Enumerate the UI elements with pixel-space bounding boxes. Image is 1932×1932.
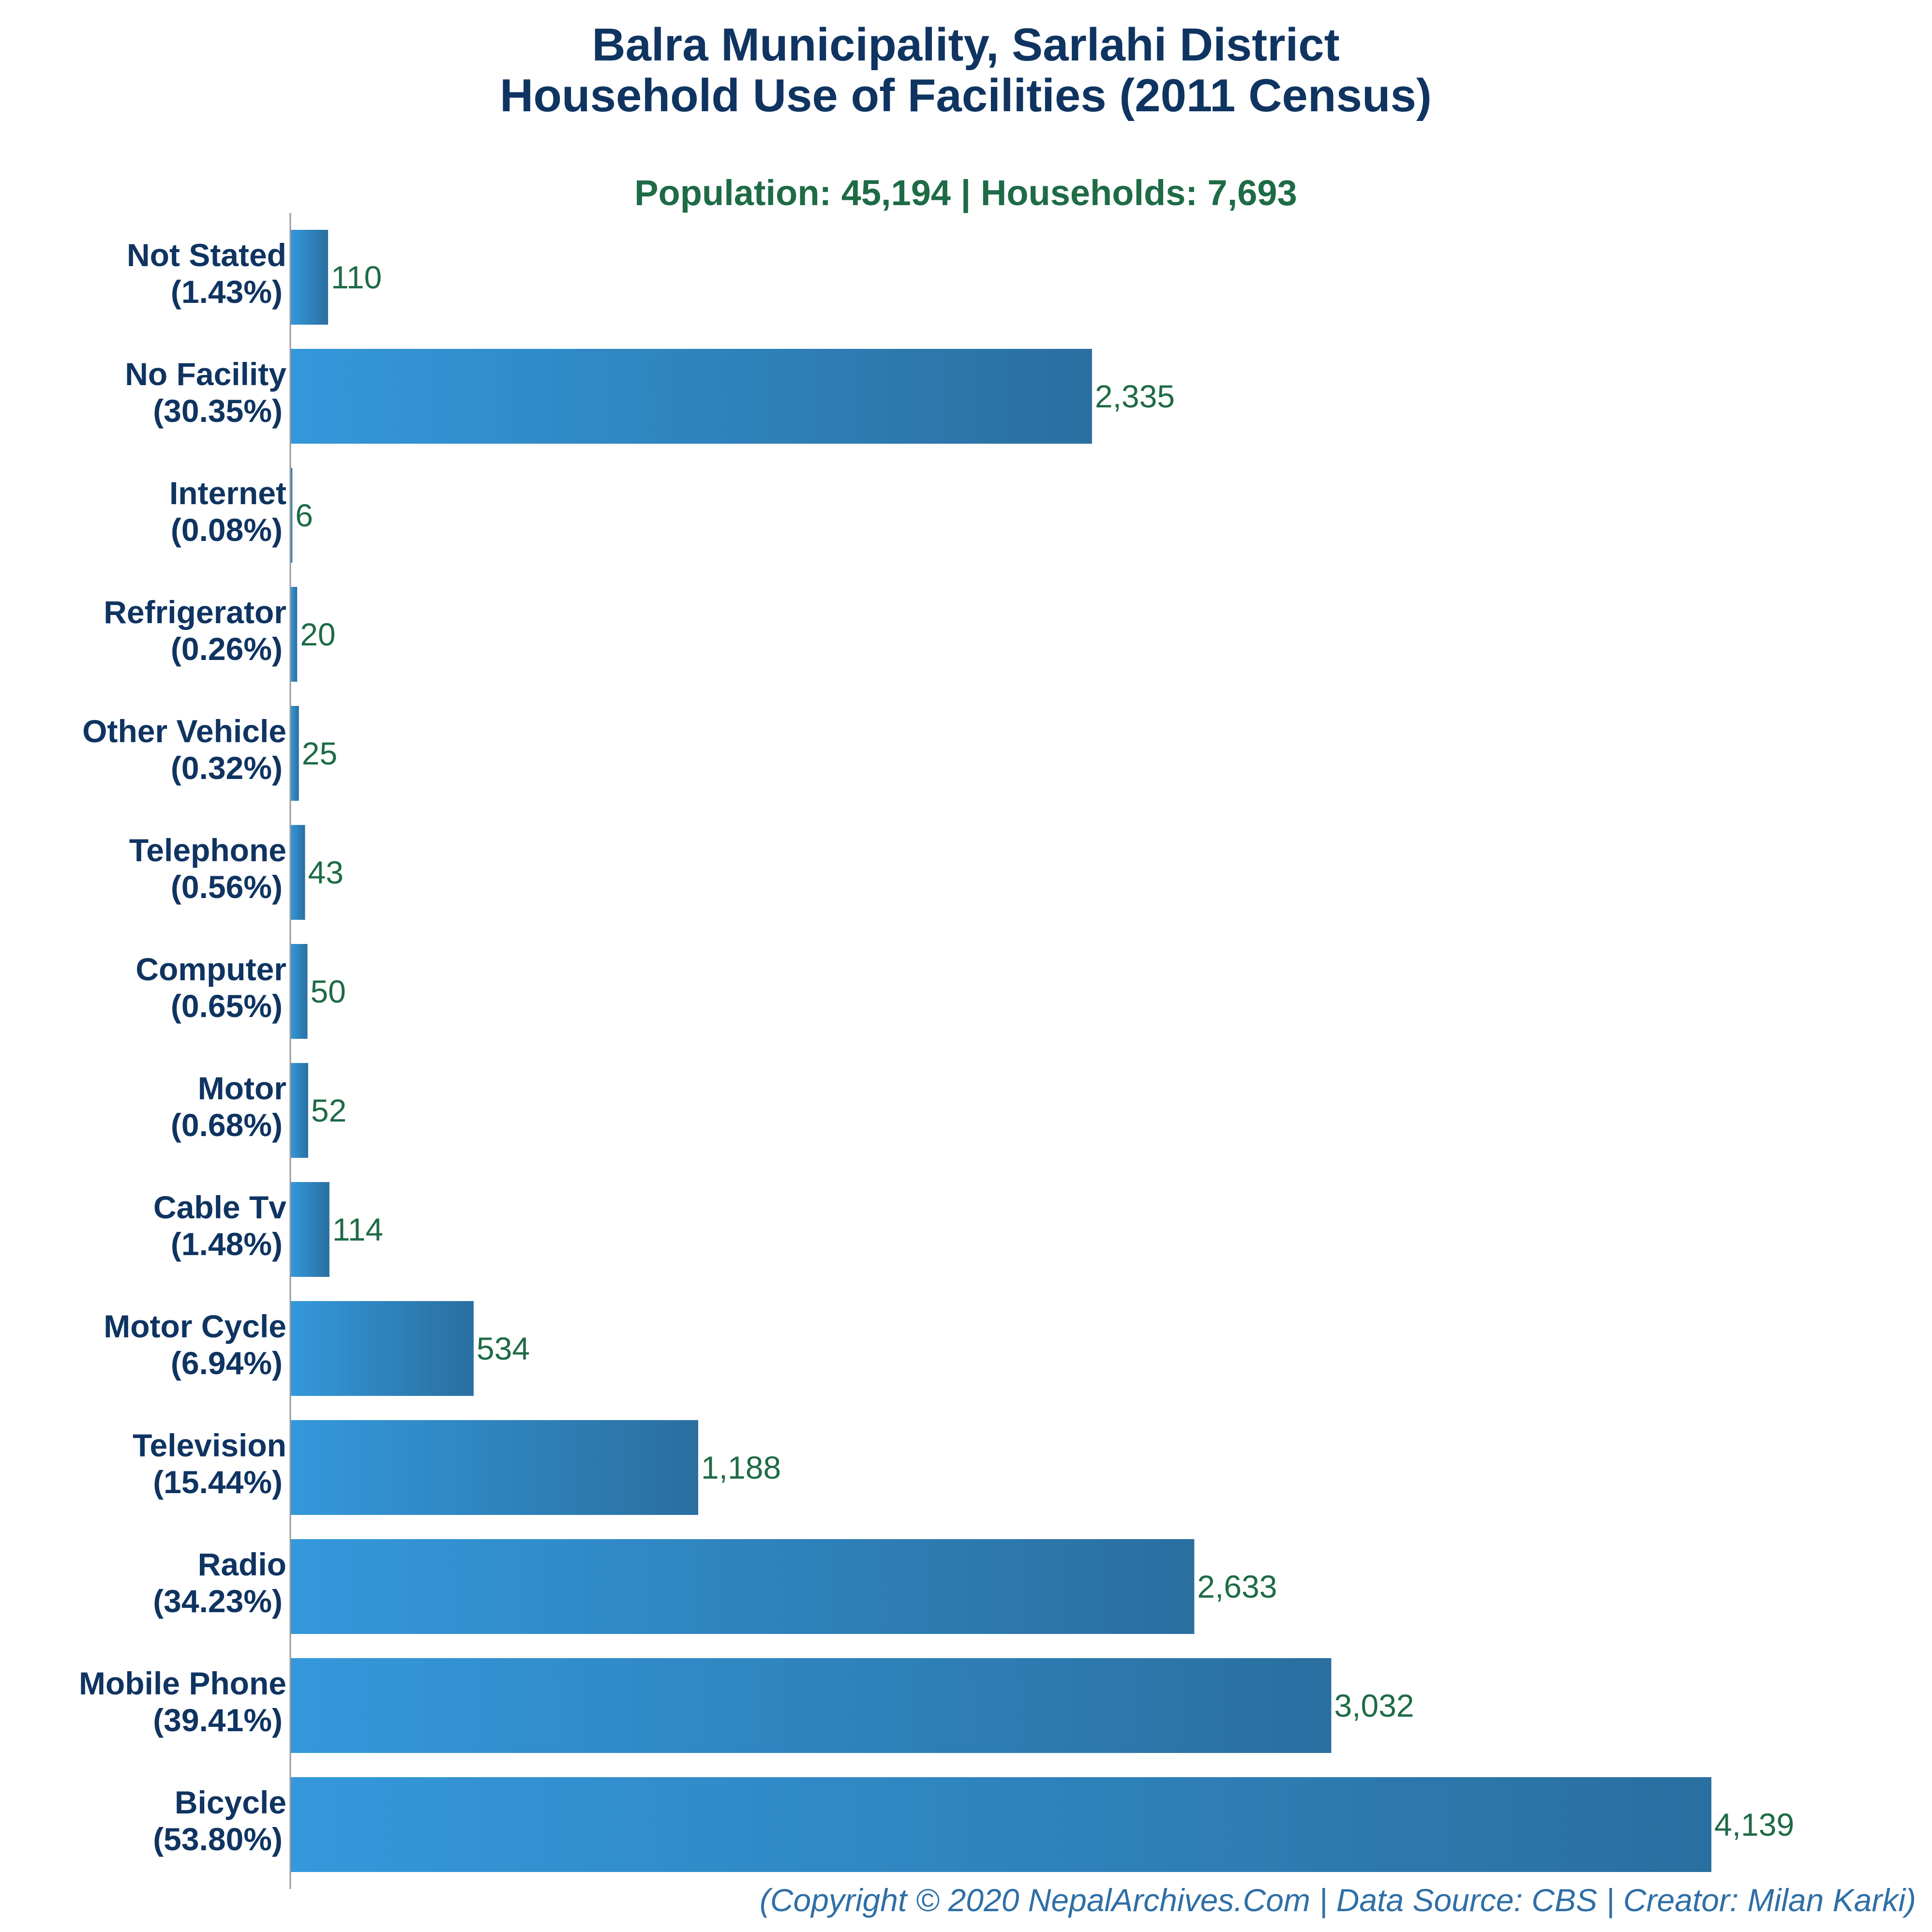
chart-subtitle: Population: 45,194 | Households: 7,693: [634, 173, 1297, 213]
chart-title-line-2: Household Use of Facilities (2011 Census…: [500, 70, 1432, 121]
bar-refrigerator: [290, 587, 298, 682]
category-label: Television: [133, 1427, 286, 1463]
value-label: 3,032: [1334, 1688, 1414, 1723]
category-label: Bicycle: [175, 1784, 286, 1820]
bars-group: 110 Not Stated(1.43%) 2,335 No Facility(30.…: [79, 230, 1794, 1872]
category-label: Motor: [198, 1070, 286, 1106]
value-label: 4,139: [1714, 1807, 1794, 1842]
category-percent-label: (0.32%): [171, 750, 283, 786]
bar-not-stated: [290, 230, 329, 325]
value-label: 114: [332, 1212, 383, 1247]
category-percent-label: (34.23%): [153, 1583, 283, 1619]
bar-motor-cycle: [290, 1301, 474, 1396]
bar-motor: [290, 1063, 308, 1158]
category-label: Radio: [198, 1546, 286, 1582]
bar-no-facility: [290, 349, 1092, 444]
category-label: Mobile Phone: [79, 1665, 286, 1701]
category-label: Telephone: [129, 832, 286, 868]
value-label: 534: [477, 1331, 530, 1366]
bar-radio: [290, 1539, 1195, 1634]
value-label: 1,188: [701, 1450, 781, 1485]
category-percent-label: (30.35%): [153, 393, 283, 429]
category-percent-label: (0.65%): [171, 988, 283, 1024]
bar-other-vehicle: [290, 706, 299, 801]
value-label: 52: [311, 1093, 346, 1128]
value-label: 50: [310, 973, 345, 1009]
value-label: 43: [308, 854, 344, 890]
category-percent-label: (39.41%): [153, 1702, 283, 1738]
value-label: 2,633: [1197, 1569, 1277, 1604]
bar-cable-tv: [290, 1182, 329, 1277]
category-percent-label: (1.43%): [171, 274, 283, 310]
category-label: Not Stated: [127, 237, 286, 273]
category-percent-label: (0.56%): [171, 869, 283, 905]
category-label: Cable Tv: [153, 1189, 286, 1225]
category-label: Refrigerator: [104, 594, 286, 630]
value-label: 6: [295, 497, 313, 533]
category-percent-label: (0.68%): [171, 1107, 283, 1143]
value-label: 20: [300, 616, 335, 652]
bar-television: [290, 1420, 698, 1515]
category-label: Internet: [169, 475, 286, 511]
footer-credit: (Copyright © 2020 NepalArchives.Com | Da…: [760, 1882, 1916, 1919]
category-label: Computer: [135, 951, 286, 987]
value-label: 2,335: [1095, 378, 1175, 414]
category-label: Motor Cycle: [104, 1308, 286, 1344]
chart-title-line-1: Balra Municipality, Sarlahi District: [592, 19, 1339, 71]
bar-mobile-phone: [290, 1658, 1332, 1753]
category-percent-label: (15.44%): [153, 1464, 283, 1500]
category-percent-label: (6.94%): [171, 1345, 283, 1381]
value-label: 110: [331, 259, 382, 295]
bar-computer: [290, 944, 308, 1039]
category-percent-label: (53.80%): [153, 1821, 283, 1857]
category-label: No Facility: [125, 356, 286, 392]
value-label: 25: [302, 735, 337, 771]
category-percent-label: (0.26%): [171, 631, 283, 667]
category-label: Other Vehicle: [82, 713, 286, 749]
bar-internet: [290, 468, 293, 563]
category-percent-label: (1.48%): [171, 1226, 283, 1262]
category-percent-label: (0.08%): [171, 512, 283, 548]
bar-telephone: [290, 825, 305, 920]
bar-bicycle: [290, 1777, 1711, 1872]
